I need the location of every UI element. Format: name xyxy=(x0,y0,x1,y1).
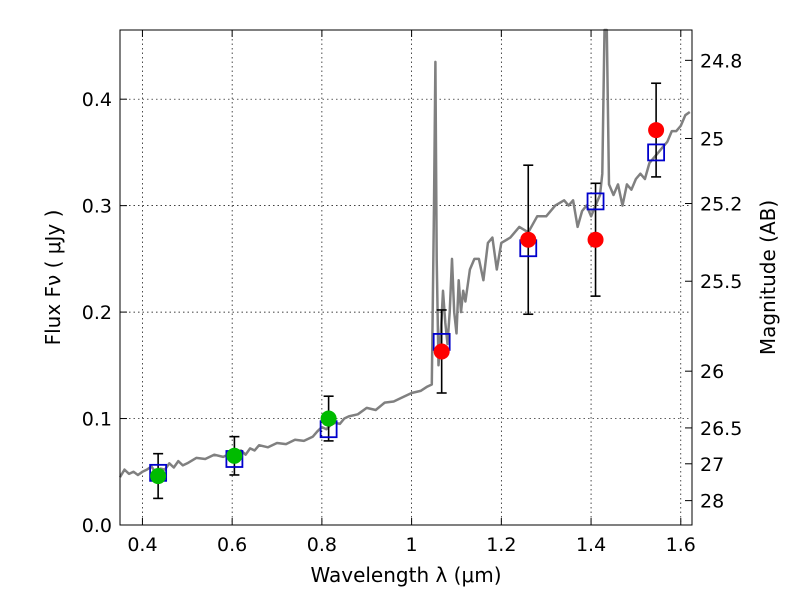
magnitude-tick-label: 25.2 xyxy=(700,194,742,216)
magnitude-axis-label: Magnitude (AB) xyxy=(756,200,780,355)
model-square xyxy=(586,192,605,211)
tick-labels: 0.4 0.6 0.8 1 1.2 1.4 1.6 0.0 0.1 0.2 0.3 0.4 24.8 25… xyxy=(82,50,743,556)
x-tick-label: 0.6 xyxy=(217,534,247,556)
data-point xyxy=(226,447,243,464)
error-bars xyxy=(153,82,662,500)
spectrum-line xyxy=(118,28,691,478)
data-point xyxy=(648,122,665,139)
x-tick-label: 1.6 xyxy=(666,534,696,556)
axis-ticks xyxy=(120,30,692,526)
y-axis-label: Flux Fν ( μJy ) xyxy=(41,210,65,346)
x-tick-label: 1.4 xyxy=(576,534,606,556)
magnitude-tick-label: 28 xyxy=(700,491,724,513)
magnitude-tick-label: 26.5 xyxy=(700,418,742,440)
grid-lines xyxy=(120,30,692,525)
observed-photometry-points xyxy=(150,122,665,485)
y-tick-label: 0.3 xyxy=(82,196,112,218)
plot-frame xyxy=(119,29,693,526)
x-tick-label: 1.2 xyxy=(486,534,516,556)
model-square xyxy=(647,143,666,162)
x-tick-label: 1 xyxy=(406,534,418,556)
magnitude-tick-label: 25.5 xyxy=(700,271,742,293)
data-point xyxy=(520,231,537,248)
x-axis-label: Wavelength λ (μm) xyxy=(310,563,501,587)
magnitude-tick-label: 24.8 xyxy=(700,50,742,72)
data-point xyxy=(150,468,167,485)
x-tick-label: 0.4 xyxy=(127,534,157,556)
data-point xyxy=(587,231,604,248)
magnitude-tick-label: 27 xyxy=(700,454,724,476)
y-tick-label: 0.4 xyxy=(82,89,112,111)
x-tick-label: 0.8 xyxy=(307,534,337,556)
magnitude-tick-label: 26 xyxy=(700,361,724,383)
y-tick-label: 0.0 xyxy=(82,515,112,537)
magnitude-tick-label: 25 xyxy=(700,128,724,150)
y-tick-label: 0.2 xyxy=(82,302,112,324)
y-tick-label: 0.1 xyxy=(82,409,112,431)
model-photometry-squares xyxy=(149,143,666,482)
spectrum-layer xyxy=(118,28,691,478)
data-point xyxy=(320,410,337,427)
data-point xyxy=(433,343,450,360)
